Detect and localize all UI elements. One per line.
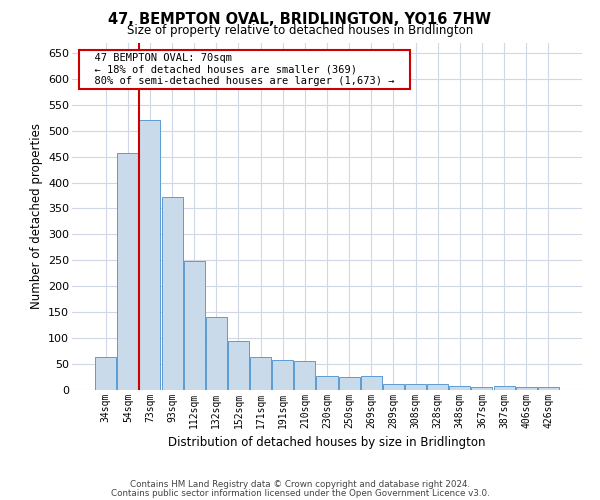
Bar xyxy=(405,384,426,390)
Bar xyxy=(184,261,205,390)
Bar xyxy=(338,376,359,390)
Bar xyxy=(494,386,515,390)
Bar xyxy=(361,376,382,390)
Bar xyxy=(206,318,227,390)
Bar xyxy=(250,358,271,390)
Bar xyxy=(427,384,448,390)
Bar xyxy=(161,197,182,390)
Bar xyxy=(316,376,338,390)
Bar xyxy=(95,358,116,390)
Bar xyxy=(272,360,293,390)
Text: Contains HM Land Registry data © Crown copyright and database right 2024.: Contains HM Land Registry data © Crown c… xyxy=(130,480,470,489)
Y-axis label: Number of detached properties: Number of detached properties xyxy=(29,123,43,309)
Bar xyxy=(295,361,316,390)
Text: 47, BEMPTON OVAL, BRIDLINGTON, YO16 7HW: 47, BEMPTON OVAL, BRIDLINGTON, YO16 7HW xyxy=(109,12,491,26)
Bar xyxy=(538,388,559,390)
Bar xyxy=(139,120,160,390)
Bar xyxy=(449,386,470,390)
Text: 47 BEMPTON OVAL: 70sqm
  ← 18% of detached houses are smaller (369)
  80% of sem: 47 BEMPTON OVAL: 70sqm ← 18% of detached… xyxy=(82,53,407,86)
Text: Contains public sector information licensed under the Open Government Licence v3: Contains public sector information licen… xyxy=(110,490,490,498)
X-axis label: Distribution of detached houses by size in Bridlington: Distribution of detached houses by size … xyxy=(168,436,486,450)
Bar xyxy=(118,153,139,390)
Bar xyxy=(383,384,404,390)
Bar xyxy=(472,388,493,390)
Bar xyxy=(228,340,249,390)
Bar xyxy=(515,388,536,390)
Text: Size of property relative to detached houses in Bridlington: Size of property relative to detached ho… xyxy=(127,24,473,37)
